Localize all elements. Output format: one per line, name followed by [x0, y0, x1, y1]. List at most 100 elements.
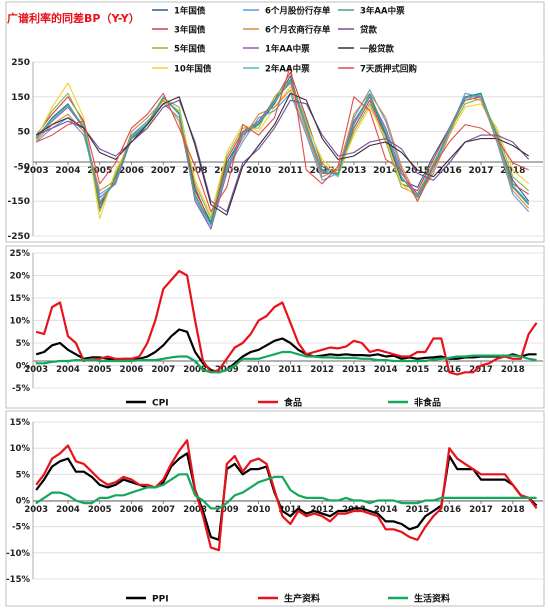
- y-tick-label: 0%: [16, 362, 31, 372]
- legend-label: 非食品: [414, 397, 441, 409]
- legend-label: 食品: [283, 397, 302, 409]
- chart-panel-1: 250 150 50 -50 -150 -250 2003 2004 2005 2006 2007 2…: [5, 1, 545, 243]
- chart-title: 广谱利率的同差BP（Y-Y）: [7, 11, 140, 25]
- x-tick-label: 2009: [215, 505, 239, 515]
- legend-label: 生产资料: [284, 593, 320, 605]
- x-tick-label: 2014: [373, 166, 398, 176]
- chart-panel-2: 25% 20% 15% 10% 5% 0% -5% 2003 2004 2005 2006 2007 2…: [5, 245, 545, 409]
- x-tick-label: 2017: [469, 365, 493, 375]
- x-tick-label: 2003: [24, 365, 48, 375]
- x-tick-label: 2005: [88, 365, 112, 375]
- series-line-3: [36, 350, 537, 374]
- legend-label: 1年国债: [174, 6, 206, 17]
- x-tick-label: 2007: [151, 365, 175, 375]
- legend-label: 6个月股份行存单: [265, 6, 331, 17]
- x-tick-label: 2018: [501, 365, 525, 375]
- panel-frame: [5, 245, 545, 409]
- x-tick-label: 2016: [437, 166, 462, 176]
- panel-frame: [5, 1, 545, 243]
- series-group: [35, 269, 538, 376]
- x-tick-label: 2012: [310, 365, 334, 375]
- series-line-12: [35, 64, 529, 213]
- x-tick-label: 2018: [500, 166, 525, 176]
- x-tick-label: 2018: [501, 505, 525, 515]
- x-tick-label: 2007: [151, 505, 175, 515]
- y-tick-label: -250: [7, 232, 30, 242]
- y-tick-label: -5%: [12, 384, 30, 394]
- x-tick-label: 2012: [310, 505, 334, 515]
- series-line-3: [35, 473, 537, 510]
- legend-label: 生活资料: [414, 593, 450, 605]
- legend-label: 6个月农商行存单: [265, 25, 331, 36]
- x-tick-label: 2013: [341, 166, 366, 176]
- y-tick-label: -150: [7, 197, 30, 207]
- series-line-10: [35, 99, 530, 213]
- x-tick-label: 2004: [56, 505, 80, 515]
- x-tick-label: 2015: [405, 166, 430, 176]
- x-tick-label: 2015: [406, 505, 430, 515]
- x-tick-label: 2004: [55, 166, 80, 176]
- legend-label: 3年AA中票: [360, 6, 405, 17]
- x-tick-label: 2016: [437, 505, 461, 515]
- legend-label: CPI: [152, 399, 169, 409]
- x-tick-label: 2017: [469, 166, 494, 176]
- x-tick-label: 2008: [183, 365, 207, 375]
- y-tick-label: 10%: [10, 317, 31, 327]
- y-tick-label: -15%: [6, 575, 30, 585]
- legend: PPI 生产资料 生活资料: [126, 593, 450, 605]
- x-tick-label: 2004: [56, 365, 80, 375]
- legend: 1年国债 3年国债 5年国债 10年国债 6个月股份行存单 6个月农商行存单 1年AA中票 2…: [152, 6, 417, 75]
- y-tick-label: 5%: [16, 470, 31, 480]
- panel-frame: [5, 410, 545, 607]
- y-tick-label: 0%: [16, 497, 31, 507]
- x-tick-label: 2008: [183, 505, 207, 515]
- x-tick-label: 2008: [183, 166, 208, 176]
- y-tick-label: -10%: [6, 549, 30, 559]
- x-tick-label: 2015: [406, 365, 430, 375]
- x-tick-label: 2013: [342, 365, 366, 375]
- x-tick-label: 2014: [374, 365, 398, 375]
- x-tick-label: 2014: [374, 505, 398, 515]
- y-tick-label: 250: [11, 58, 30, 68]
- legend-label: 3年国债: [174, 25, 206, 36]
- legend-label: 5年国债: [174, 44, 206, 55]
- y-tick-label: 50: [17, 128, 30, 138]
- x-tick-label: 2005: [87, 166, 112, 176]
- series-group: [35, 64, 530, 230]
- y-tick-label: 15%: [10, 294, 31, 304]
- y-tick-label: 10%: [10, 444, 31, 454]
- x-tick-label: 2006: [119, 166, 144, 176]
- legend-label: PPI: [152, 595, 169, 605]
- y-tick-label: 5%: [16, 339, 31, 349]
- x-tick-label: 2003: [24, 166, 49, 176]
- legend-label: 贷款: [360, 25, 378, 36]
- y-tick-label: -5%: [12, 523, 30, 533]
- x-tick-label: 2006: [120, 365, 144, 375]
- x-tick-label: 2006: [120, 505, 144, 515]
- chart-panel-3: 15% 10% 5% 0% -5% -10% -15% 2003 2004 2005 2006 200…: [5, 410, 545, 607]
- y-tick-label: 25%: [10, 249, 31, 259]
- y-tick-label: -50: [14, 162, 30, 172]
- x-tick-label: 2010: [247, 365, 271, 375]
- series-line-2: [35, 439, 538, 552]
- x-tick-label: 2010: [247, 505, 271, 515]
- series-line-1: [35, 452, 538, 541]
- x-tick-label: 2007: [151, 166, 176, 176]
- legend-label: 1年AA中票: [265, 44, 310, 55]
- legend-label: 7天质押式回购: [360, 64, 417, 75]
- y-tick-label: 20%: [10, 272, 31, 282]
- series-group: [35, 439, 538, 552]
- x-tick-label: 2003: [24, 505, 48, 515]
- x-tick-label: 2010: [246, 166, 271, 176]
- series-line-6: [35, 89, 530, 227]
- x-tick-label: 2005: [88, 505, 112, 515]
- x-tick-label: 2011: [278, 166, 303, 176]
- legend-label: 2年AA中票: [265, 64, 310, 75]
- x-tick-label: 2011: [279, 365, 303, 375]
- x-tick-label: 2017: [469, 505, 493, 515]
- legend: CPI 食品 非食品: [126, 397, 441, 409]
- x-tick-label: 2011: [279, 505, 303, 515]
- legend-label: 一般贷款: [360, 44, 395, 55]
- y-tick-label: 15%: [10, 418, 31, 428]
